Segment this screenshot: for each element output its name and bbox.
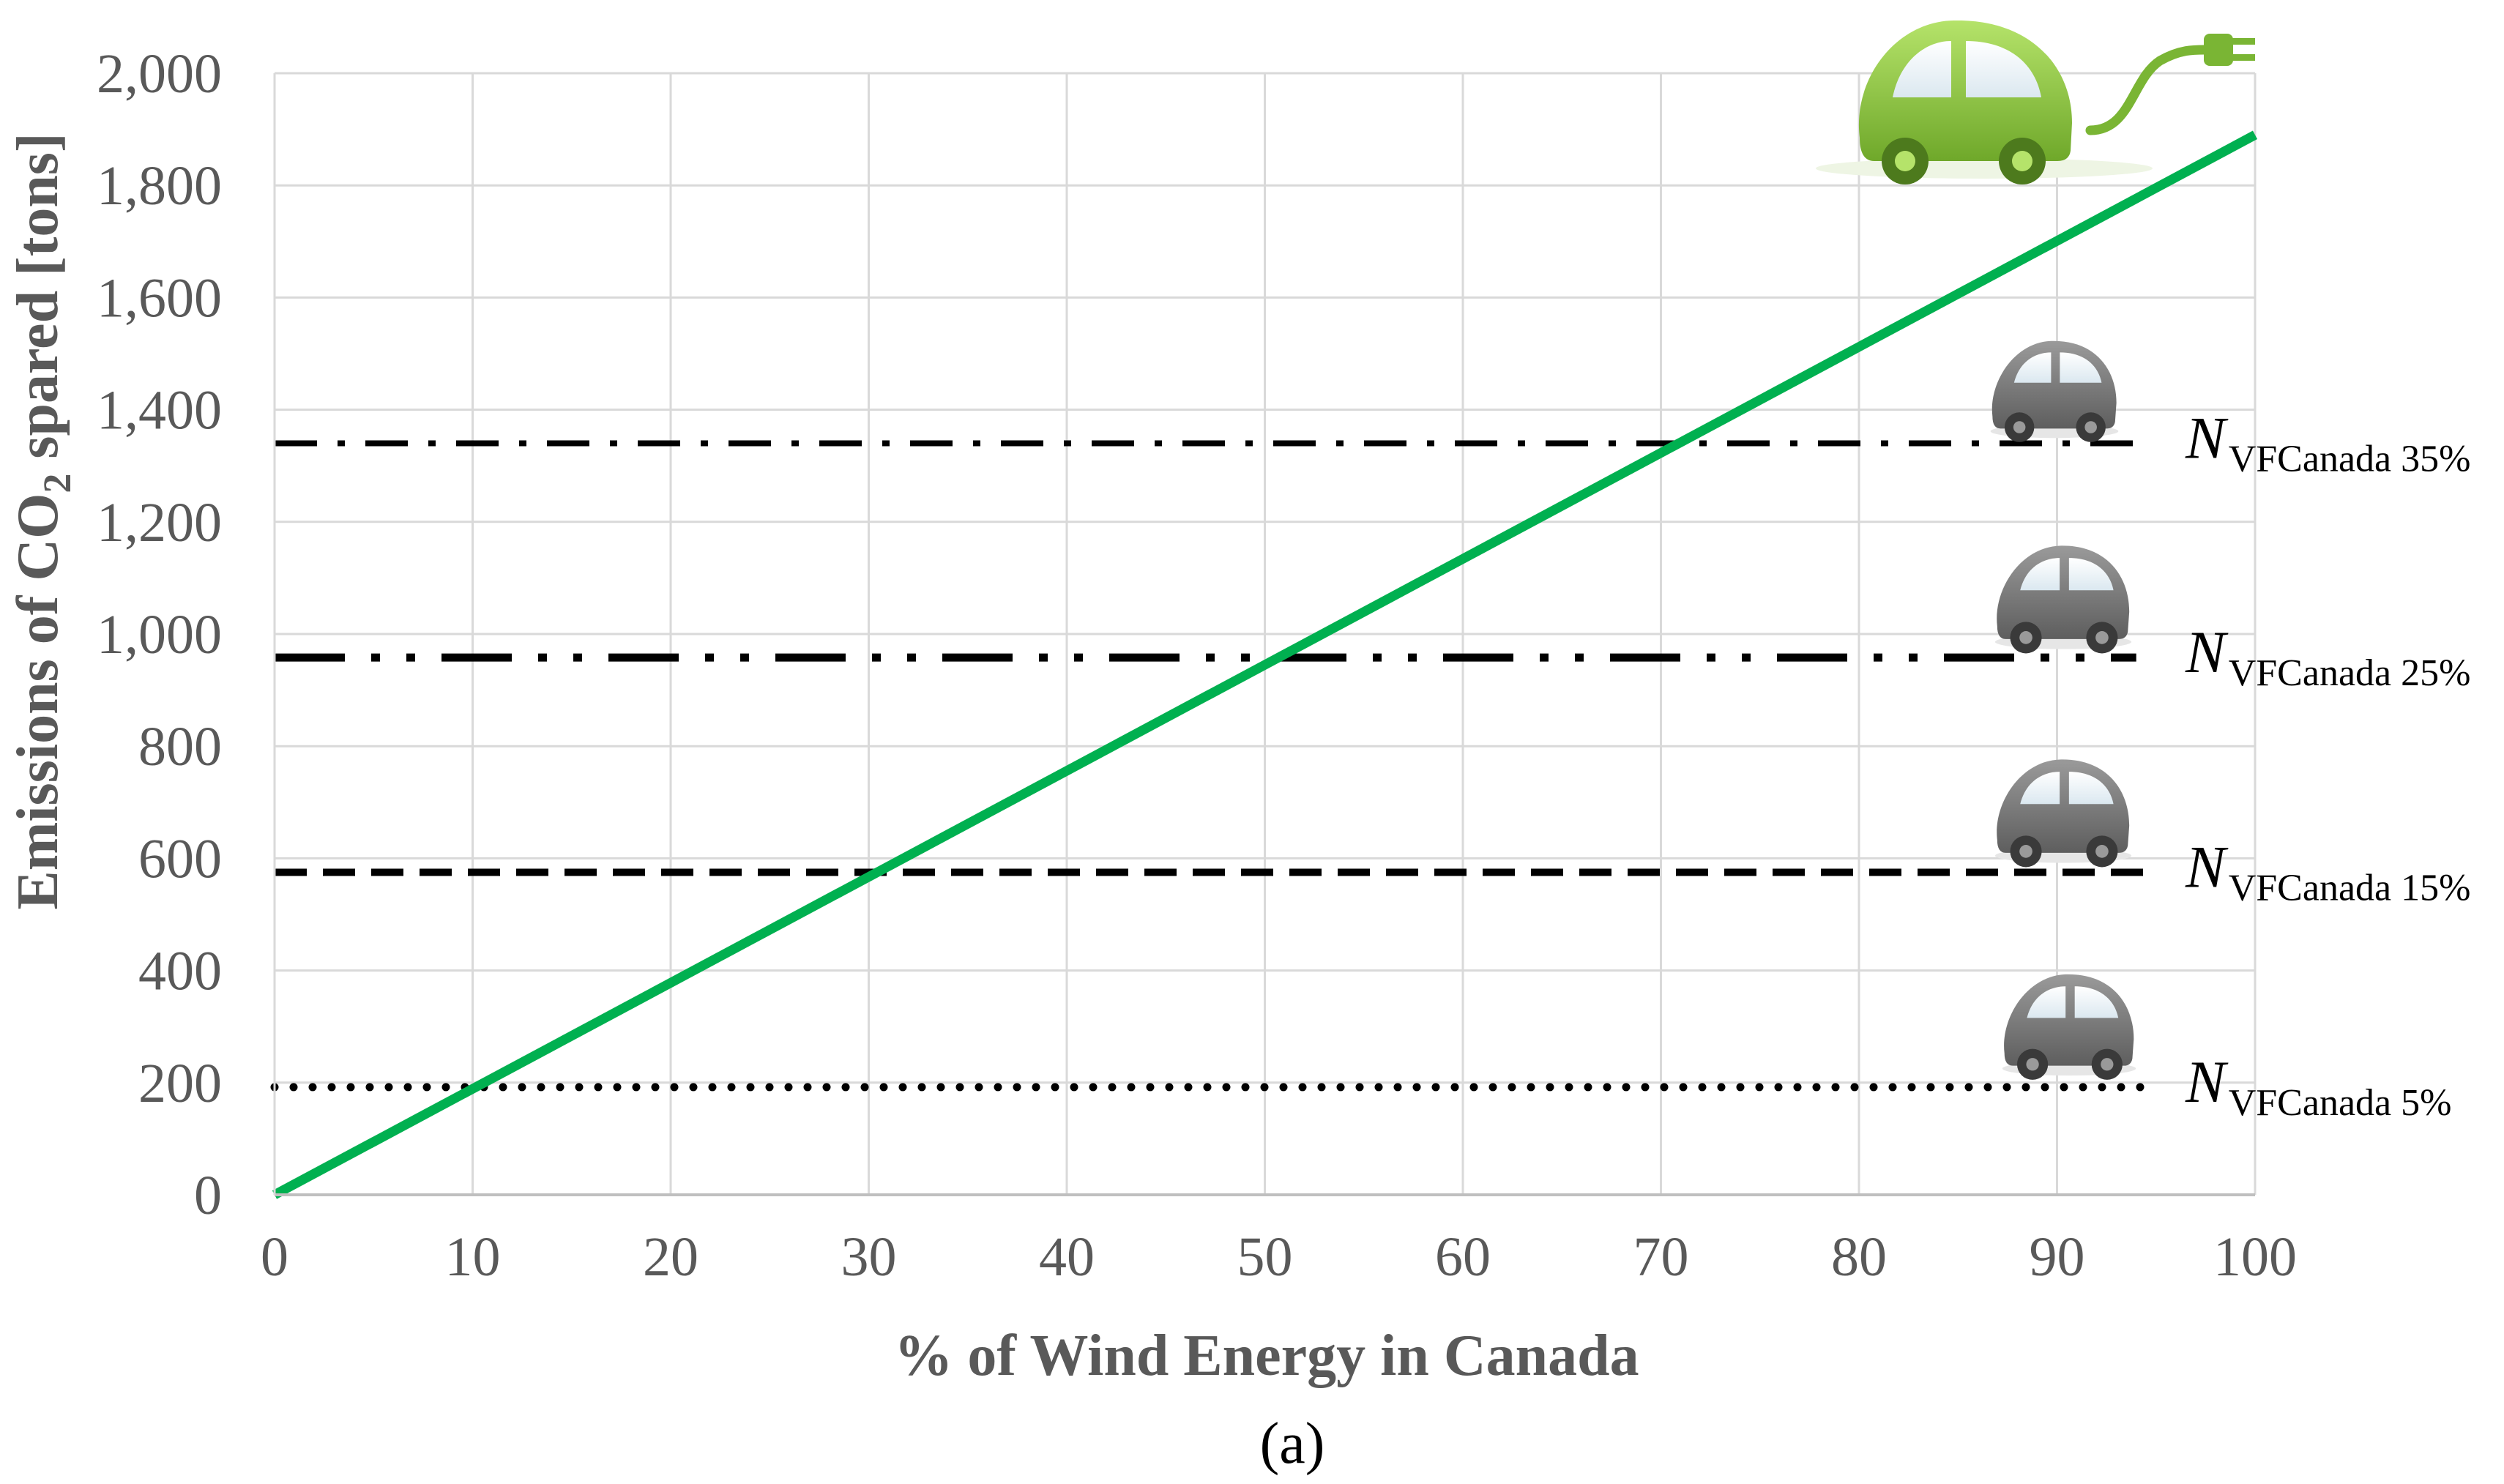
y-tick-label: 200	[138, 1053, 222, 1114]
reference-label-sub: VFCanada 15%	[2229, 868, 2471, 909]
y-axis-title-part: spared [tons]	[6, 133, 70, 473]
x-tick-label: 70	[1633, 1226, 1689, 1288]
x-axis-title: % of Wind Energy in Canada	[894, 1324, 1639, 1388]
series	[272, 130, 2258, 1199]
x-tick-label: 20	[643, 1226, 698, 1288]
series-line	[272, 130, 2258, 1199]
y-tick-label: 800	[138, 716, 222, 778]
y-tick-label: 1,800	[97, 155, 222, 217]
figure-caption: (a)	[1260, 1412, 1325, 1476]
reference-label-main: N	[2185, 1048, 2229, 1115]
x-tick-labels: 0 10 20 30 40 50 60 70 80 90 100	[261, 1226, 2297, 1288]
x-tick-label: 0	[261, 1226, 288, 1288]
x-tick-label: 30	[841, 1226, 897, 1288]
car-icon	[1990, 340, 2119, 442]
y-tick-label: 0	[194, 1165, 222, 1226]
car-icon	[1994, 759, 2132, 868]
y-tick-label: 600	[138, 828, 222, 890]
x-tick-label: 50	[1237, 1226, 1293, 1288]
reference-label-main: N	[2185, 834, 2229, 901]
reference-label: NVFCanada 25%	[2185, 619, 2470, 694]
y-tick-label: 400	[138, 941, 222, 1002]
x-tick-label: 60	[1435, 1226, 1491, 1288]
reference-label-sub: VFCanada 35%	[2229, 439, 2471, 480]
y-axis-title-part: Emissions of CO	[6, 493, 70, 910]
y-tick-label: 1,400	[97, 380, 222, 441]
y-axis-title-subscript: 2	[35, 474, 79, 493]
car-icons	[1816, 20, 2255, 1080]
car-icon	[2002, 974, 2136, 1080]
reference-labels: NVFCanada 35%NVFCanada 25%NVFCanada 15%N…	[2185, 405, 2470, 1124]
reference-label: NVFCanada 35%	[2185, 405, 2470, 480]
y-tick-label: 2,000	[97, 43, 222, 105]
reference-label-main: N	[2185, 405, 2229, 471]
axes	[273, 73, 2255, 1196]
car-icon	[1994, 545, 2132, 654]
grid	[273, 72, 2257, 1196]
y-axis-title: Emissions of CO2 spared [tons]	[6, 133, 79, 909]
x-tick-label: 100	[2213, 1226, 2297, 1288]
y-tick-label: 1,000	[97, 604, 222, 665]
y-tick-labels: 0 200 400 600 800 1,000 1,200 1,400 1,600 1,800 2,…	[97, 43, 222, 1226]
reference-lines	[270, 440, 2161, 1092]
reference-label: NVFCanada 5%	[2185, 1048, 2451, 1124]
electric-car-icon	[1816, 20, 2255, 184]
reference-label-sub: VFCanada 5%	[2229, 1082, 2452, 1124]
reference-label-main: N	[2185, 619, 2229, 685]
x-tick-label: 80	[1831, 1226, 1887, 1288]
x-tick-label: 40	[1039, 1226, 1095, 1288]
x-tick-label: 90	[2030, 1226, 2085, 1288]
reference-label: NVFCanada 15%	[2185, 834, 2470, 909]
x-tick-label: 10	[445, 1226, 501, 1288]
reference-label-sub: VFCanada 25%	[2229, 652, 2471, 694]
y-tick-label: 1,200	[97, 492, 222, 553]
y-tick-label: 1,600	[97, 267, 222, 329]
